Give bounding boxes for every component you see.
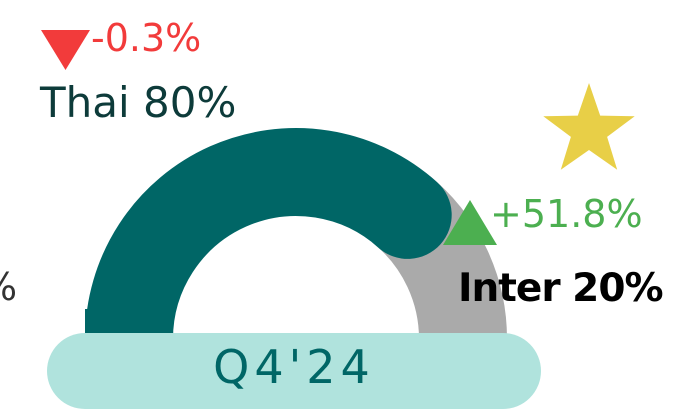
- up-triangle-icon: [443, 200, 497, 245]
- inter-change-label: +51.8%: [490, 192, 643, 236]
- left-cut-off-label: %: [0, 265, 17, 309]
- inter-share-label: Inter 20%: [458, 266, 664, 311]
- down-triangle-icon: [41, 30, 90, 70]
- period-label: Q4'24: [213, 340, 375, 394]
- period-pill: [47, 333, 541, 409]
- star-icon: [543, 83, 635, 170]
- thai-share-label: Thai 80%: [40, 78, 237, 127]
- thai-segment: [85, 128, 452, 383]
- thai-change-label: -0.3%: [91, 16, 202, 60]
